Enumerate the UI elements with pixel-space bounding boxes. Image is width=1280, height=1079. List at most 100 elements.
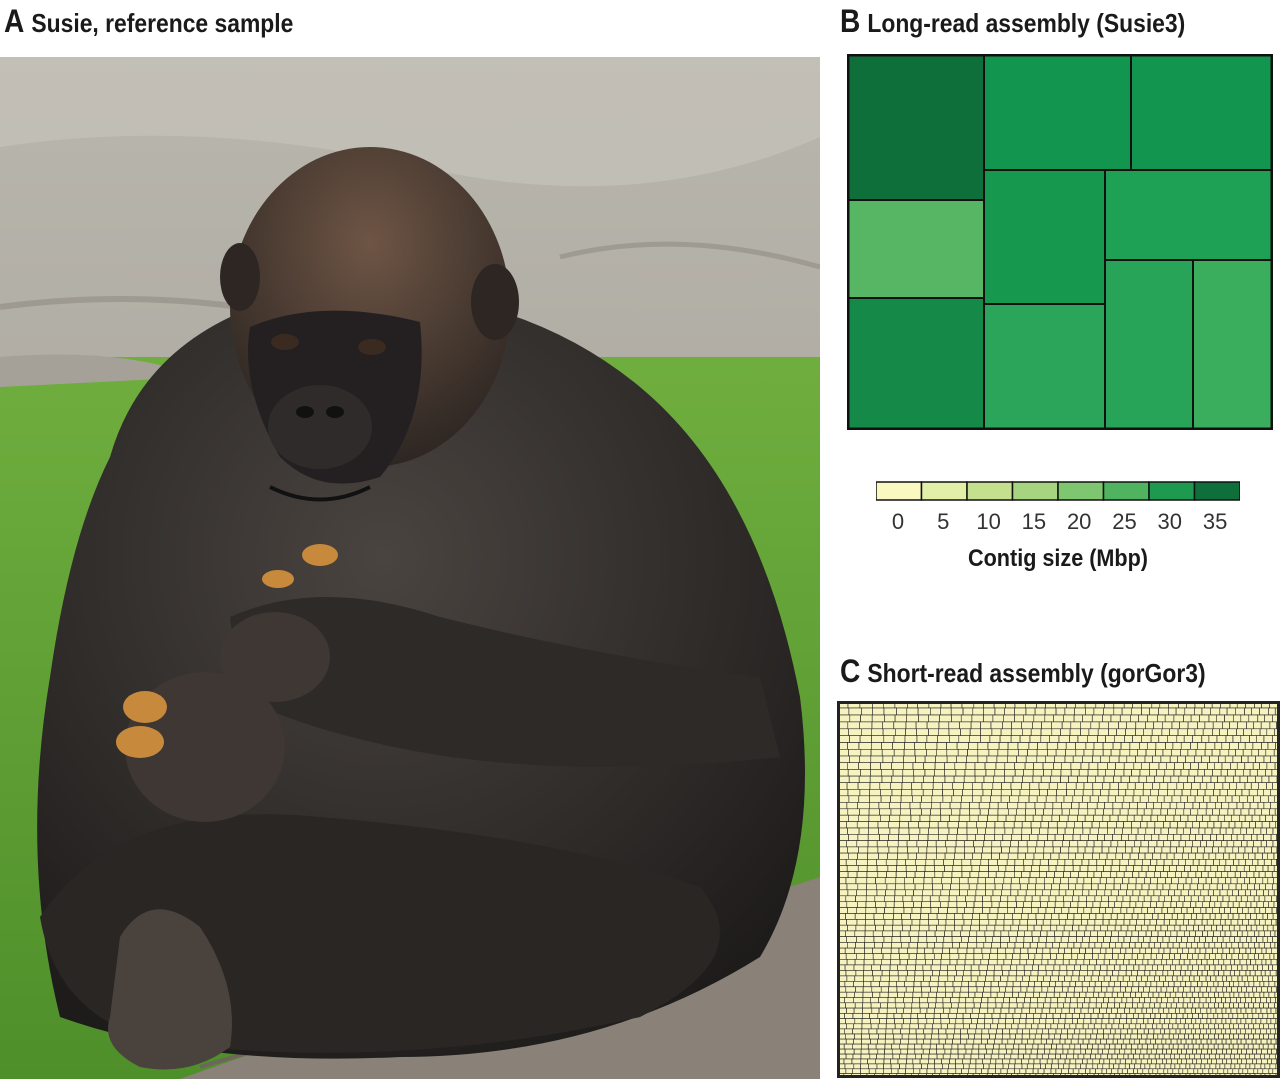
contig-cell xyxy=(940,964,948,971)
contig-cell xyxy=(1225,1038,1232,1045)
contig-cell xyxy=(1033,1013,1042,1019)
contig-cell xyxy=(1072,834,1081,841)
contig-cell xyxy=(1263,735,1273,743)
contig-cell xyxy=(894,1018,904,1025)
contig-cell xyxy=(910,814,921,822)
contig-cell xyxy=(1066,970,1074,977)
contig-cell xyxy=(1212,936,1218,943)
contig-cell xyxy=(934,1063,943,1070)
contig-cell xyxy=(1166,735,1178,743)
contig-cell xyxy=(1268,707,1276,716)
contig-cell xyxy=(1087,735,1098,743)
contig-cell xyxy=(1040,901,1048,908)
contig-cell xyxy=(1003,714,1015,723)
contig-cell xyxy=(1174,762,1184,770)
contig-cell xyxy=(1078,1033,1087,1040)
contig-cell xyxy=(883,1063,892,1070)
contig-cell xyxy=(1208,1068,1214,1074)
contig-cell xyxy=(951,930,961,937)
contig-cell xyxy=(1079,865,1089,872)
contig-cell xyxy=(1249,769,1258,777)
contig-cell xyxy=(1082,883,1092,891)
contig-cell xyxy=(1207,930,1214,937)
contig-cell xyxy=(1271,859,1277,866)
contig-cell xyxy=(1019,1068,1027,1074)
contig-cell xyxy=(976,930,986,937)
contig-cell xyxy=(984,980,992,987)
contig-cell xyxy=(1082,1058,1088,1065)
contig-cell xyxy=(1199,1023,1204,1030)
contig-cell xyxy=(1120,1028,1128,1035)
contig-cell xyxy=(1157,877,1166,885)
contig-cell xyxy=(1077,1038,1084,1045)
contig-cell xyxy=(1073,942,1082,949)
contig-cell xyxy=(1241,975,1248,982)
contig-cell xyxy=(1067,1048,1075,1055)
contig-cell xyxy=(1162,1043,1170,1050)
contig-cell xyxy=(1002,834,1013,841)
contig-cell xyxy=(1182,991,1188,998)
contig-cell xyxy=(1066,789,1075,797)
contig-cell xyxy=(1058,1018,1066,1025)
contig-cell xyxy=(1003,997,1010,1004)
contig-cell xyxy=(1251,834,1258,841)
contig-cell xyxy=(1101,846,1110,854)
contig-cell xyxy=(1238,991,1246,998)
contig-cell xyxy=(899,1053,908,1060)
contig-cell xyxy=(1160,802,1171,810)
contig-cell xyxy=(844,1028,853,1035)
contig-cell xyxy=(1204,721,1214,730)
contig-cell xyxy=(1238,1068,1244,1074)
contig-cell xyxy=(1018,1043,1026,1050)
contig-cell xyxy=(1254,970,1262,977)
contig-cell xyxy=(1037,907,1047,914)
contig-cell xyxy=(1070,975,1080,982)
contig-cell xyxy=(1159,1018,1165,1025)
contig-cell xyxy=(1133,907,1143,914)
contig-cell xyxy=(1131,953,1138,960)
contig-cell xyxy=(975,889,986,897)
contig-cell xyxy=(851,1058,862,1065)
contig-cell xyxy=(1168,1023,1174,1030)
contig-cell xyxy=(987,742,1000,750)
contig-cell xyxy=(919,827,930,835)
contig-cell xyxy=(899,1063,907,1070)
contig-cell xyxy=(940,1023,948,1030)
contig-cell xyxy=(915,721,928,730)
contig-cell xyxy=(1237,930,1243,937)
contig-cell xyxy=(962,707,974,716)
contig-cell xyxy=(1149,762,1160,770)
contig-cell xyxy=(906,840,918,848)
contig-cell xyxy=(1114,1028,1122,1035)
contig-cell xyxy=(1015,1033,1023,1040)
contig-cell xyxy=(856,840,869,848)
contig-cell xyxy=(901,913,911,920)
contig-cell xyxy=(1260,970,1266,977)
contig-cell xyxy=(1121,834,1129,841)
contig-cell xyxy=(942,997,951,1004)
contig-cell xyxy=(1051,883,1060,891)
contig-cell xyxy=(922,789,933,797)
contig-cell xyxy=(997,808,1009,816)
contig-cell xyxy=(902,895,913,903)
contig-cell xyxy=(1195,930,1203,937)
contig-cell xyxy=(1162,936,1170,943)
contig-cell xyxy=(997,859,1008,866)
contig-cell xyxy=(1187,871,1197,879)
contig-cell xyxy=(1167,970,1174,977)
contig-cell xyxy=(1012,980,1021,987)
contig-cell xyxy=(990,721,1003,730)
contig-cell xyxy=(1163,919,1171,926)
contig-cell xyxy=(1225,735,1234,743)
contig-cell xyxy=(913,775,924,783)
contig-cell xyxy=(1265,947,1272,955)
contig-cell xyxy=(1144,913,1153,920)
contig-cell xyxy=(1194,852,1204,860)
contig-cell xyxy=(1209,755,1219,763)
contig-cell xyxy=(868,1028,878,1035)
contig-cell xyxy=(1037,1048,1045,1055)
contig-cell xyxy=(980,958,989,966)
contig-cell xyxy=(1214,991,1219,998)
contig-cell xyxy=(1155,986,1162,993)
contig-cell xyxy=(1114,735,1126,743)
